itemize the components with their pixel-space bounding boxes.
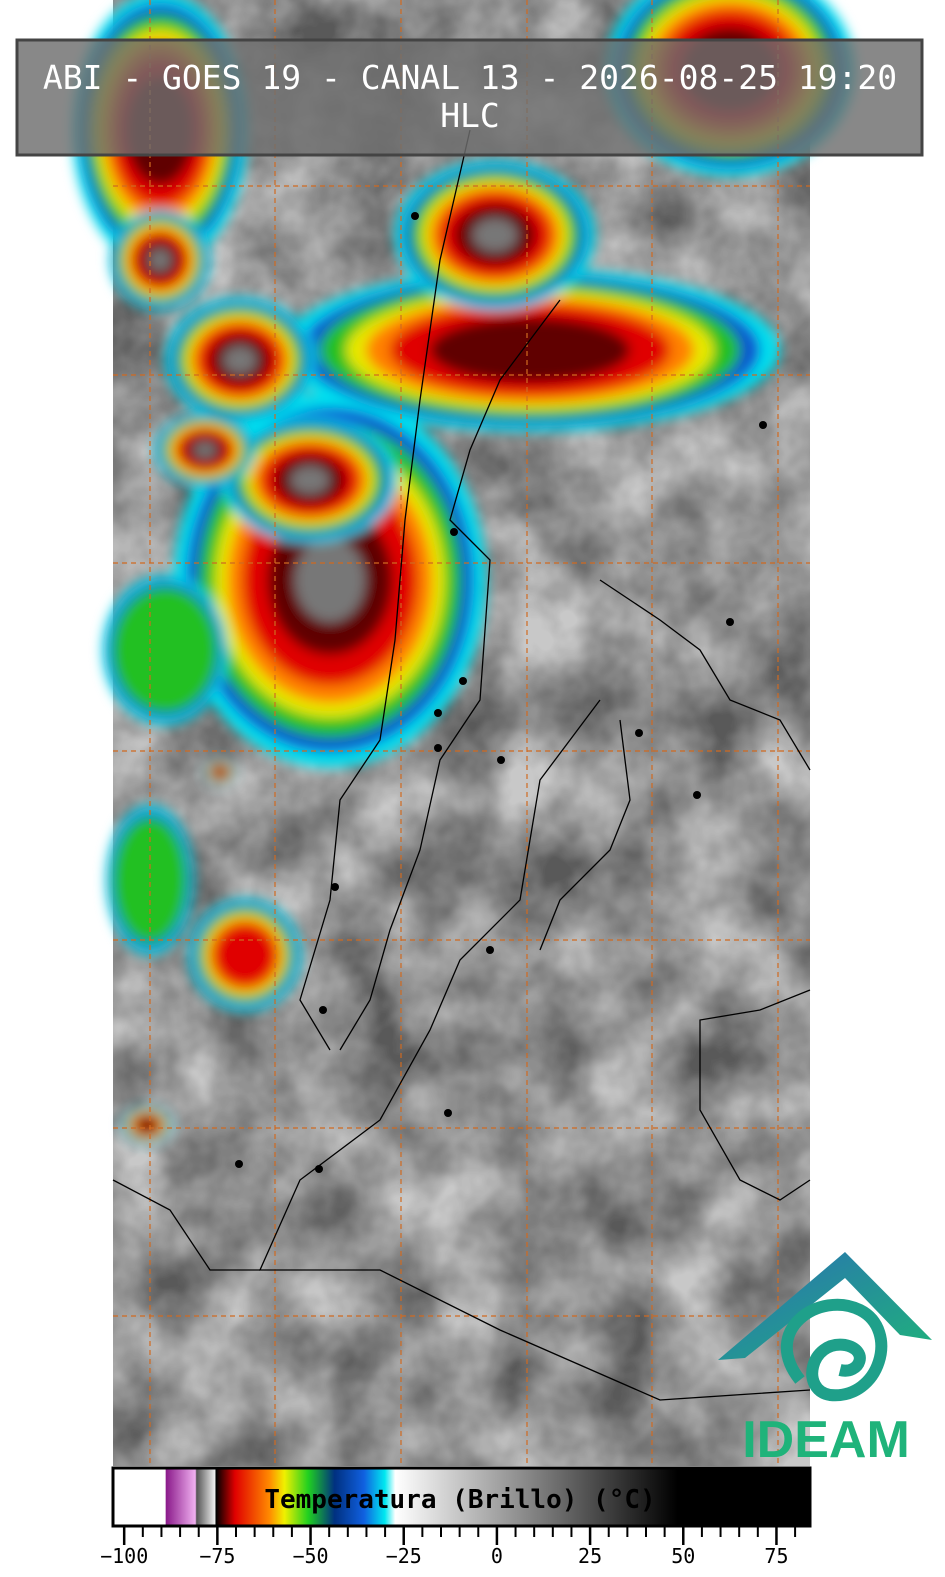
storm-cell — [148, 248, 172, 272]
city — [726, 618, 734, 626]
city — [235, 1160, 243, 1168]
city-markers — [235, 212, 767, 1173]
city — [315, 1165, 323, 1173]
storm-cell — [295, 538, 365, 622]
storm-cell — [223, 346, 257, 374]
city — [693, 791, 701, 799]
title: ABI - GOES 19 - CANAL 13 - 2026-08-25 19… — [43, 58, 897, 97]
tick-label: 25 — [578, 1544, 602, 1568]
colorbar-axis: −100 −75 −50 −25 0 25 50 75 — [100, 1527, 797, 1568]
city — [497, 756, 505, 764]
city — [486, 946, 494, 954]
city — [411, 212, 419, 220]
city — [635, 729, 643, 737]
tick-label: −100 — [100, 1544, 148, 1568]
colorbar — [111, 1466, 812, 1528]
colorbar-label: Temperatura (Brillo) (°C) — [264, 1485, 655, 1515]
title-box — [15, 38, 924, 157]
tick-label: −50 — [292, 1544, 328, 1568]
city — [434, 709, 442, 717]
logo: IDEAM — [718, 1252, 932, 1469]
city — [434, 744, 442, 752]
storm-cell — [193, 441, 217, 459]
storm-cell — [213, 923, 277, 987]
city — [444, 1109, 452, 1117]
storm-cell — [290, 466, 330, 494]
storm-cell — [430, 317, 630, 383]
city — [759, 421, 767, 429]
tick-label: −25 — [386, 1544, 422, 1568]
subtitle: HLC — [440, 96, 500, 135]
storm-cell — [137, 1117, 157, 1133]
city — [331, 883, 339, 891]
borders — [112, 129, 811, 1401]
tick-label: 75 — [764, 1544, 788, 1568]
city — [450, 528, 458, 536]
graticule — [113, 0, 810, 1466]
storm-cell — [113, 817, 187, 943]
city — [319, 1006, 327, 1014]
city — [459, 677, 467, 685]
tick-label: 0 — [491, 1544, 503, 1568]
storm-cell — [214, 767, 226, 777]
logo-text: IDEAM — [742, 1411, 910, 1469]
storm-cell — [112, 587, 218, 713]
storm-cell — [472, 218, 518, 252]
tick-label: 50 — [671, 1544, 695, 1568]
tick-label: −75 — [199, 1544, 235, 1568]
